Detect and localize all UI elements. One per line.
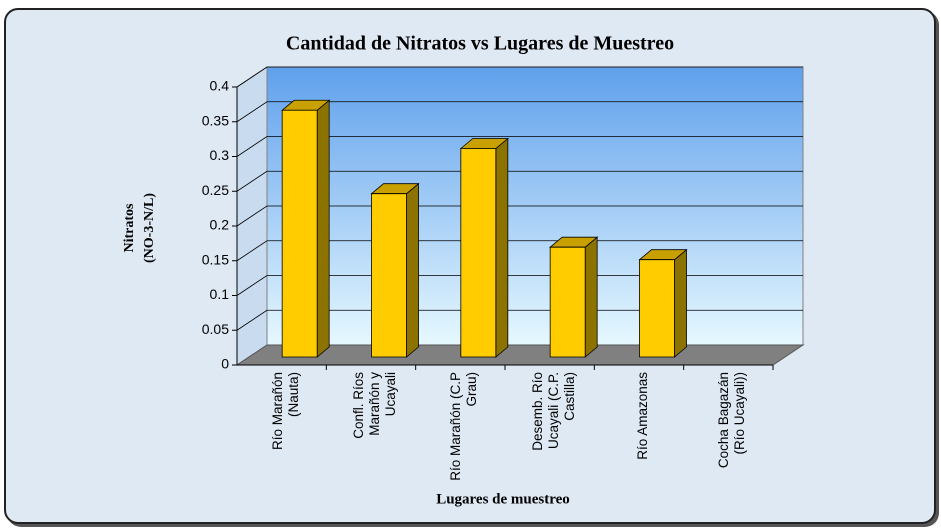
bar	[281, 99, 331, 358]
bar-front	[460, 148, 497, 358]
chart-title: Cantidad de Nitratos vs Lugares de Muest…	[286, 33, 674, 55]
y-tick-label: 0.25	[202, 182, 229, 198]
bar-front	[549, 246, 586, 358]
grid-line	[236, 205, 803, 227]
bar	[459, 137, 509, 358]
x-tick-label: Río Amazonas	[635, 372, 650, 460]
y-tick-label: 0.3	[210, 147, 230, 163]
bar-side	[584, 236, 598, 358]
grid-line	[236, 136, 803, 157]
x-tick-label: Río Marañón (C.P Grau)	[448, 372, 480, 481]
bar-side	[674, 248, 687, 358]
bar-front	[639, 259, 675, 358]
x-axis-label: Lugares de muestreo	[436, 491, 570, 507]
y-tick-label: 0.1	[210, 286, 230, 302]
grid-line	[236, 275, 803, 296]
bar	[370, 182, 420, 358]
y-tick-label: 0.15	[202, 251, 229, 267]
y-tick-label: 0	[221, 356, 229, 372]
bar-front	[281, 109, 318, 358]
x-tick-label: Río Marañón (Nauta)	[269, 372, 301, 451]
y-tick-label: 0.4	[210, 78, 230, 94]
bar-front	[371, 193, 407, 358]
grid-line	[236, 66, 803, 88]
grid-line	[236, 309, 803, 331]
bar-side	[495, 137, 509, 358]
x-tick-label: Confl. Ríos Marañón y Ucayali	[351, 372, 398, 439]
bar	[549, 236, 599, 358]
y-axis-label: (NO-3-N/L)	[142, 193, 157, 263]
grid-line	[236, 101, 803, 123]
bar-side	[406, 182, 419, 358]
y-tick-label: 0.35	[202, 112, 229, 128]
x-tick-label: Cocha Bagazán (Río Ucayali))	[716, 372, 748, 469]
x-tick-label: Desemb. Río Ucayali (C.P. Castilla)	[529, 372, 577, 451]
bar-side	[316, 99, 330, 358]
grid-line	[236, 240, 803, 262]
bar	[638, 248, 688, 358]
y-tick-label: 0.2	[210, 217, 230, 233]
grid-line	[236, 170, 803, 192]
y-tick-label: 0.05	[202, 321, 229, 337]
y-axis-label: Nitratos	[122, 203, 137, 253]
